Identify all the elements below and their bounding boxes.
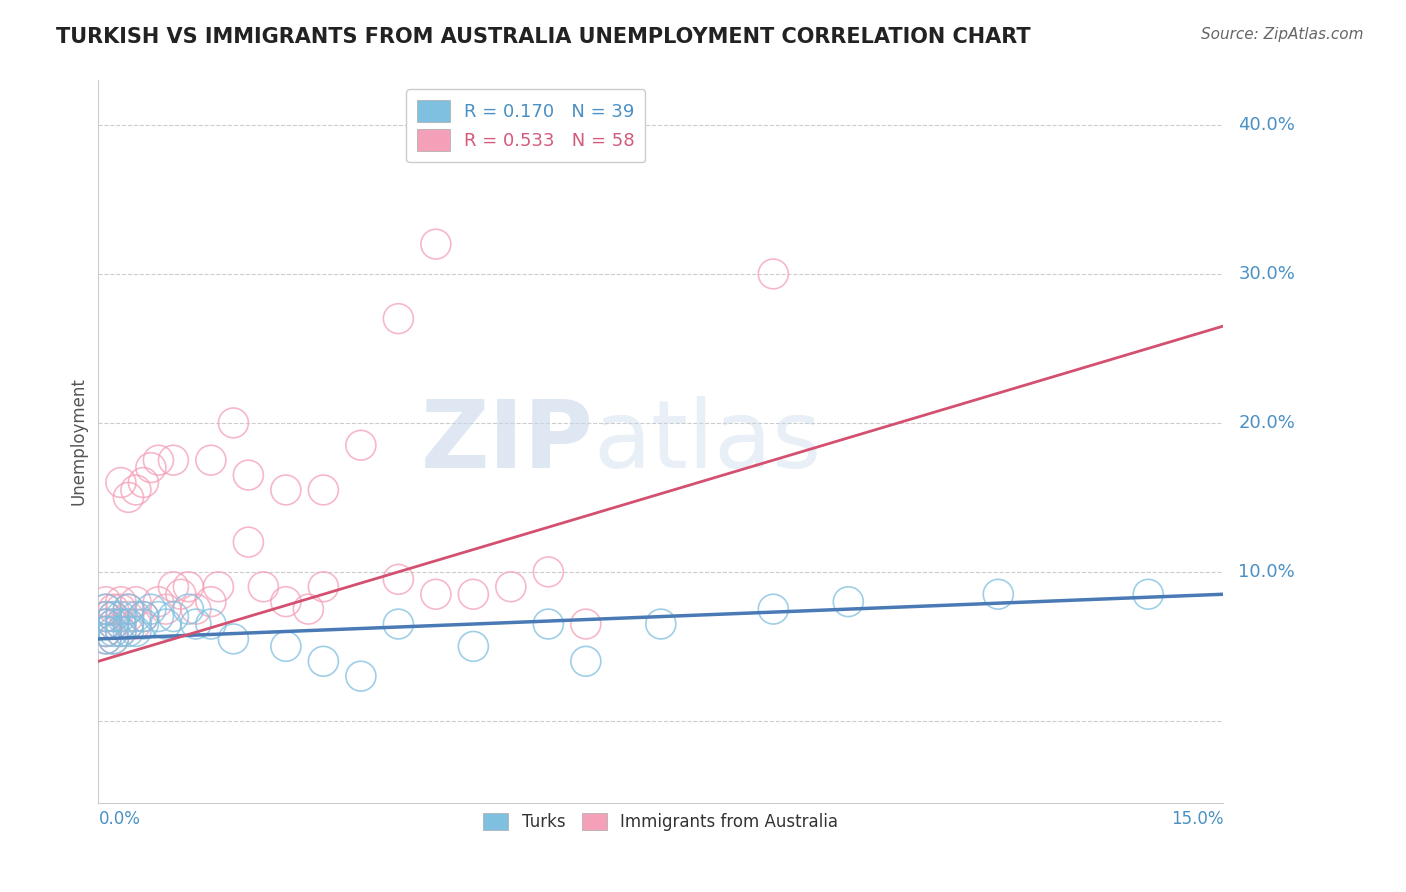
Text: 0.0%: 0.0%: [98, 810, 141, 829]
Text: 15.0%: 15.0%: [1171, 810, 1223, 829]
Text: 20.0%: 20.0%: [1239, 414, 1295, 432]
Text: 30.0%: 30.0%: [1239, 265, 1295, 283]
Y-axis label: Unemployment: Unemployment: [69, 377, 87, 506]
Text: ZIP: ZIP: [420, 395, 593, 488]
Text: Source: ZipAtlas.com: Source: ZipAtlas.com: [1201, 27, 1364, 42]
Text: 40.0%: 40.0%: [1239, 116, 1295, 134]
Text: atlas: atlas: [593, 395, 821, 488]
Text: 10.0%: 10.0%: [1239, 563, 1295, 581]
Text: TURKISH VS IMMIGRANTS FROM AUSTRALIA UNEMPLOYMENT CORRELATION CHART: TURKISH VS IMMIGRANTS FROM AUSTRALIA UNE…: [56, 27, 1031, 46]
Legend: Turks, Immigrants from Australia: Turks, Immigrants from Australia: [477, 806, 845, 838]
